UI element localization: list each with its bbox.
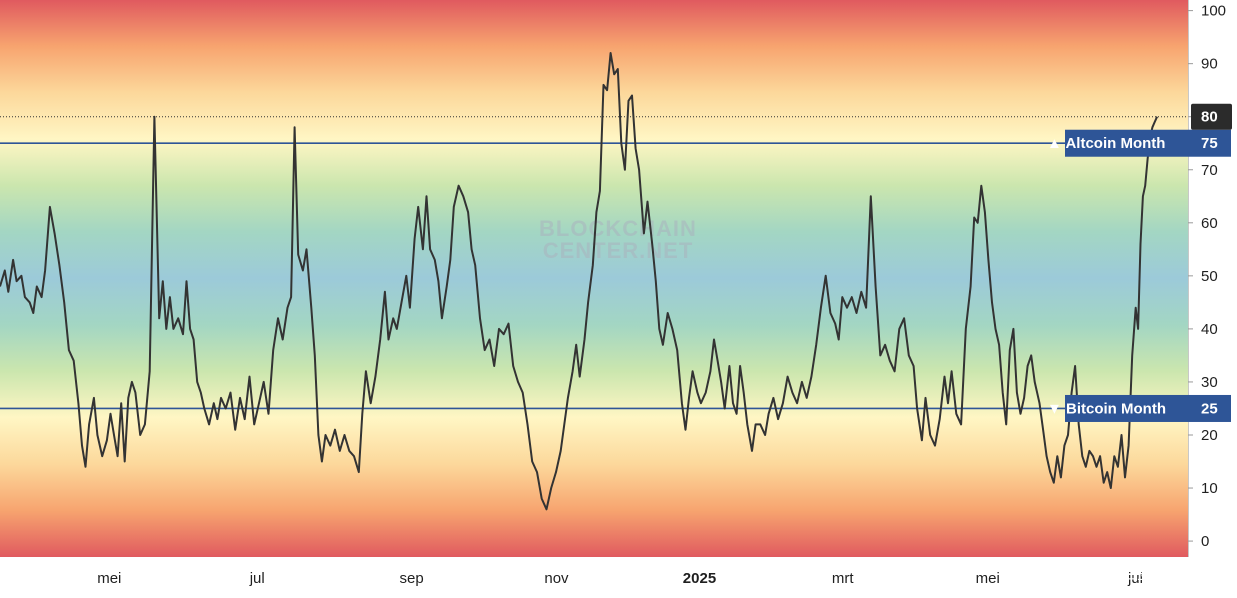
y-tick-label: 90 — [1201, 56, 1218, 73]
x-axis: mei jul sep nov 2025 mrt mei jul — [97, 570, 1143, 587]
x-tick-label: nov — [544, 570, 569, 587]
plot-background — [0, 0, 1188, 557]
y-tick-label: 60 — [1201, 215, 1218, 232]
reference-badge: ▼ Bitcoin Month 25 — [1047, 394, 1231, 422]
credit: 加密红豆加冰 — [1034, 564, 1188, 584]
reference-badge-bg — [1065, 394, 1231, 422]
x-tick-label: jul — [249, 570, 265, 587]
y-tick-label: 10 — [1201, 480, 1218, 497]
y-tick-label: 100 — [1201, 3, 1226, 20]
y-tick-label: 40 — [1201, 321, 1218, 338]
reference-badges: ▲ Altcoin Month 75 ▼ Bitcoin Month 25 — [1047, 129, 1231, 422]
current-value-badge: 80 — [1191, 103, 1232, 130]
watermark: BLOCKCHAIN CENTER.NET — [539, 216, 697, 263]
current-value-badge-bg — [1191, 103, 1232, 130]
x-tick-label: mei — [97, 570, 121, 587]
credit-logo-icon — [1034, 564, 1052, 582]
y-tick-label: 70 — [1201, 162, 1218, 179]
y-tick-label: 0 — [1201, 533, 1209, 550]
y-tick-label: 20 — [1201, 427, 1218, 444]
reference-badge: ▲ Altcoin Month 75 — [1047, 129, 1231, 157]
y-axis-background — [1188, 0, 1237, 557]
credit-text: 加密红豆加冰 — [1086, 564, 1188, 584]
current-value-label: 80 — [1201, 109, 1218, 126]
y-tick-label: 30 — [1201, 374, 1218, 391]
x-tick-label: jul — [1127, 570, 1143, 587]
series-line — [0, 52, 1159, 511]
reference-label: ▼ Bitcoin Month — [1047, 400, 1166, 417]
reference-label: ▲ Altcoin Month — [1047, 135, 1165, 152]
x-tick-label: mrt — [832, 570, 854, 587]
reference-badge-bg — [1065, 129, 1231, 157]
x-axis-background — [0, 557, 1237, 598]
x-tick-label: 2025 — [683, 570, 716, 587]
credit-at-icon — [1062, 564, 1080, 582]
x-tick-label: sep — [400, 570, 424, 587]
reference-value: 25 — [1201, 400, 1218, 417]
watermark-line2: CENTER.NET — [543, 238, 694, 263]
reference-value: 75 — [1201, 135, 1218, 152]
reference-lines — [0, 142, 1188, 410]
y-tick-label: 50 — [1201, 268, 1218, 285]
x-tick-label: mei — [976, 570, 1000, 587]
watermark-line1: BLOCKCHAIN — [539, 216, 697, 241]
